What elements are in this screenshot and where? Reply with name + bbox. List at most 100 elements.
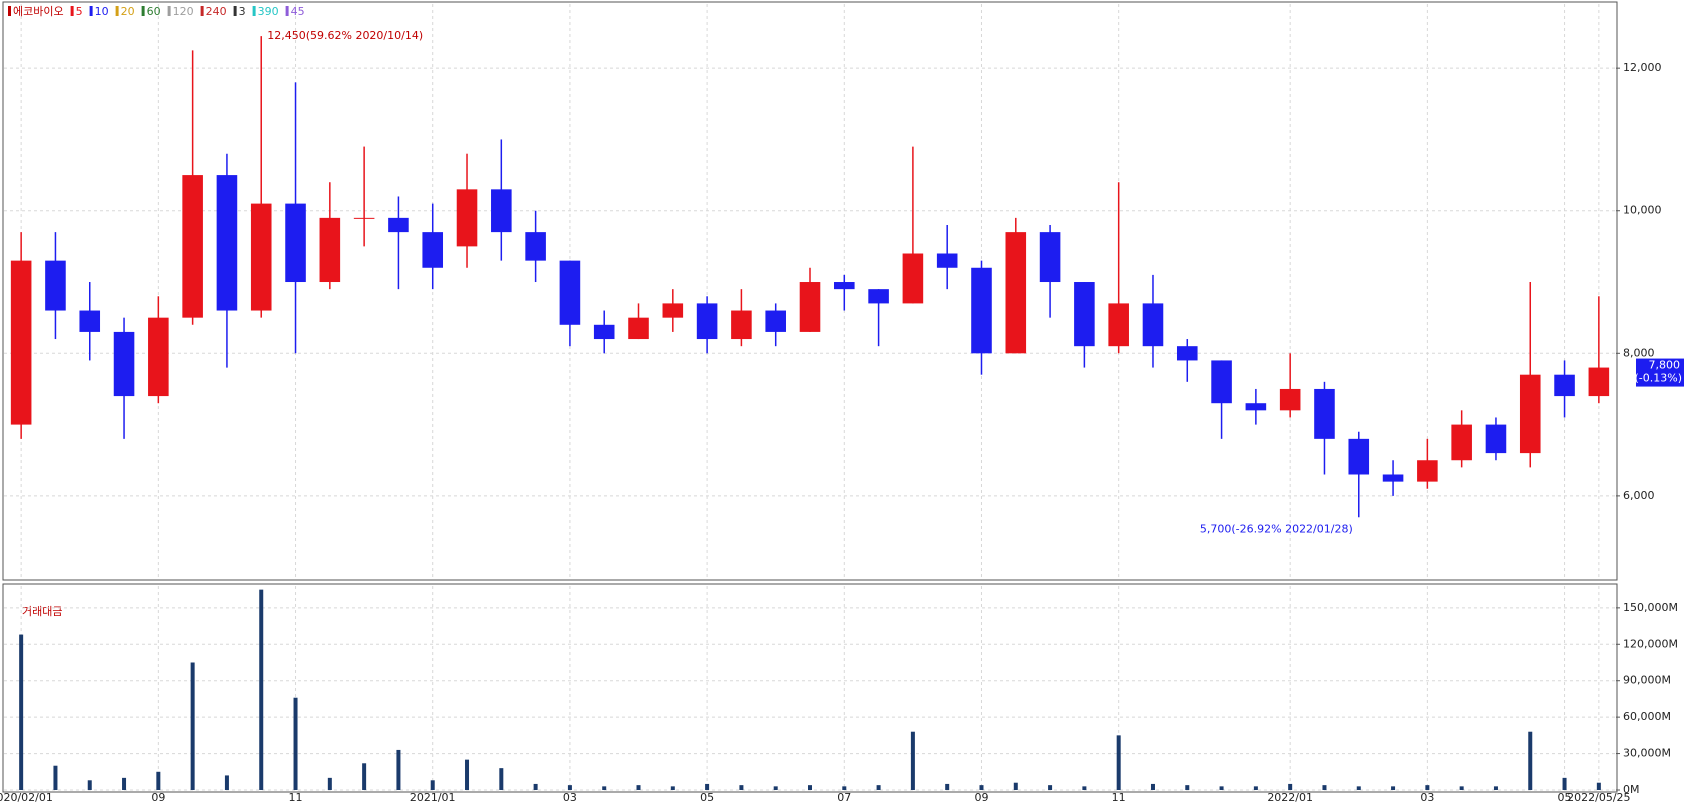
x-tick-label: 05 <box>700 791 714 804</box>
legend-label: 45 <box>291 5 305 18</box>
candle-body <box>422 232 444 268</box>
volume-bar <box>910 731 915 790</box>
y-tick-label: 120,000M <box>1623 637 1678 650</box>
candle-body <box>1211 360 1232 404</box>
candle-body <box>936 253 958 268</box>
legend-marker <box>167 6 171 16</box>
candle-body <box>216 175 238 311</box>
volume-bar <box>1562 777 1567 790</box>
y-tick-label: 12,000 <box>1623 61 1662 74</box>
volume-bar <box>773 786 778 790</box>
volume-bar <box>1322 785 1327 790</box>
volume-bar <box>430 780 435 790</box>
volume-bar <box>1116 735 1121 790</box>
volume-bar <box>1459 786 1464 790</box>
legend-marker <box>233 6 237 16</box>
volume-bar <box>1150 783 1155 790</box>
x-tick-label: 03 <box>563 791 577 804</box>
volume-bar <box>808 785 812 790</box>
volume-bar <box>1082 786 1087 790</box>
volume-bar <box>842 786 847 790</box>
volume-bar <box>396 749 401 790</box>
y-tick-label: 10,000 <box>1623 204 1662 217</box>
candle-body <box>971 267 992 354</box>
volume-bar <box>602 786 607 790</box>
candle-body <box>559 260 581 325</box>
legend-label: 120 <box>173 5 194 18</box>
current-price-label: 7,800 <box>1649 359 1681 372</box>
candle-body <box>696 303 718 340</box>
candle-body <box>1176 346 1198 361</box>
candle-body <box>285 203 306 283</box>
candle-body <box>868 289 889 304</box>
x-tick-label: 09 <box>151 791 165 804</box>
volume-bar <box>1013 782 1018 790</box>
candle-body <box>1554 374 1575 397</box>
legend-marker <box>89 6 93 16</box>
volume-bar <box>362 763 367 790</box>
candle-body <box>45 260 66 311</box>
volume-bar <box>739 785 744 790</box>
candle-body <box>1382 474 1404 482</box>
candle-body <box>353 217 375 219</box>
candle-body <box>10 260 32 425</box>
volume-bar <box>1493 786 1498 790</box>
volume-bar <box>1288 783 1293 790</box>
candle-body <box>1314 388 1335 439</box>
legend-marker <box>70 6 74 16</box>
candle-body <box>834 282 855 290</box>
candle-body <box>1005 232 1027 354</box>
volume-bar <box>876 785 881 790</box>
candle-body <box>148 317 169 397</box>
volume-bar <box>122 777 127 790</box>
volume-bar <box>465 759 470 790</box>
volume-bar <box>1391 786 1396 790</box>
legend-label: 60 <box>147 5 161 18</box>
volume-bar <box>945 783 950 790</box>
candle-body <box>1519 374 1541 454</box>
annotation: 12,450(59.62% 2020/10/14) <box>267 29 423 42</box>
volume-bar <box>636 785 641 790</box>
volume-bar <box>224 775 229 790</box>
x-tick-label: 03 <box>1420 791 1434 804</box>
candle-body <box>491 189 512 233</box>
volume-title: 거래대금 <box>22 605 62 618</box>
current-price-box <box>1636 358 1684 387</box>
legend-marker <box>252 6 256 16</box>
candle-body <box>1245 403 1267 411</box>
legend-marker <box>8 6 11 16</box>
volume-bar <box>87 780 92 790</box>
x-tick-label: 09 <box>974 791 988 804</box>
volume-bar <box>1219 786 1224 790</box>
candle-body <box>765 310 786 332</box>
legend-label: 3 <box>239 5 246 18</box>
price-pane <box>2 1 1618 581</box>
x-tick-label: 05 <box>1558 791 1572 804</box>
candle-body <box>1039 232 1061 283</box>
volume-bar <box>1253 786 1258 790</box>
candle-body <box>1142 303 1164 347</box>
candle-body <box>799 282 821 332</box>
legend-label: 에코바이오 <box>13 5 64 18</box>
candle-body <box>456 189 478 247</box>
candle-body <box>1485 424 1507 454</box>
legend-label: 390 <box>258 5 279 18</box>
volume-bar <box>567 785 572 790</box>
candle-body <box>113 331 135 397</box>
volume-bar <box>327 777 332 790</box>
x-tick-label: 07 <box>837 791 851 804</box>
volume-bar <box>293 697 298 790</box>
legend-marker <box>200 6 204 16</box>
volume-bar <box>670 786 675 790</box>
legend-label: 5 <box>76 5 83 18</box>
annotation: 5,700(-26.92% 2022/01/28) <box>1200 522 1353 535</box>
x-tick-label: 2022/01 <box>1267 791 1313 804</box>
candle-body <box>1417 460 1438 482</box>
x-tick-label: 2020/02/01 <box>0 791 53 804</box>
y-tick-label: 6,000 <box>1623 489 1655 502</box>
candle-body <box>79 310 101 332</box>
x-tick-label: 2022/05/25 <box>1567 791 1630 804</box>
volume-pane <box>2 583 1618 793</box>
volume-bar <box>705 783 710 790</box>
